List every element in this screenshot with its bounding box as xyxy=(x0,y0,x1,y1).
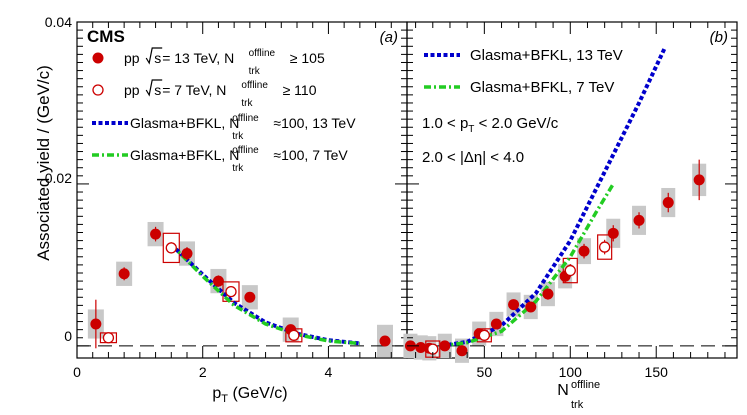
data-point-13tev xyxy=(415,341,427,353)
panel-b-annotation-deta: 2.0 < |Δη| < 4.0 xyxy=(422,149,524,166)
x-tick-label: 2 xyxy=(199,364,207,380)
panel-a-legend: pp s = 13 TeV, N offline trk ≥ 105 pp s = 7… xyxy=(92,47,356,174)
data-point-13tev xyxy=(578,245,590,257)
data-point-13tev xyxy=(456,345,468,357)
legend-sup: offline xyxy=(232,113,259,124)
data-point-13tev xyxy=(525,301,537,313)
syst-box-7tev xyxy=(562,257,578,284)
legend-sub: trk xyxy=(232,163,244,174)
y-ticks xyxy=(407,21,737,347)
legend-text: Glasma+BFKL, 13 TeV xyxy=(470,47,623,64)
glasma-bfkl-13tev-curve xyxy=(169,243,361,346)
legend-text: ≥ 105 xyxy=(290,50,325,66)
data-point-7tev xyxy=(599,241,611,253)
legend-text: Glasma+BFKL, 7 TeV xyxy=(470,79,614,96)
legend-text: s xyxy=(154,82,161,98)
panel-b-x-axis-title: N xyxy=(557,382,569,399)
legend-sup: offline xyxy=(249,48,276,59)
legend-text: s xyxy=(154,50,161,66)
y-tick-label-0.04: 0.04 xyxy=(45,14,72,30)
legend-text: pp xyxy=(124,82,140,98)
y-ticks xyxy=(77,21,407,347)
syst-box-7tev xyxy=(162,232,180,264)
legend-text: Glasma+BFKL, N xyxy=(130,115,239,131)
panel-b-label: (b) xyxy=(710,29,728,46)
legend-entry: pp s = 13 TeV, N offline trk ≥ 105 xyxy=(124,47,325,77)
data-point-13tev xyxy=(212,275,224,287)
data-point-13tev xyxy=(181,248,193,260)
panel-a-x-axis-title: pT (GeV/c) xyxy=(212,385,287,405)
glasma-bfkl-13tev-curve xyxy=(441,47,667,348)
legend-text: pp xyxy=(124,50,140,66)
data-point-13tev xyxy=(490,318,502,330)
x-tick-label: 150 xyxy=(645,364,669,380)
legend-text: ≈100, 13 TeV xyxy=(273,115,356,131)
legend-text: ≥ 110 xyxy=(283,82,317,98)
data-point-7tev xyxy=(102,332,115,344)
x-tick-label: 50 xyxy=(477,364,493,380)
data-point-7tev xyxy=(165,242,177,254)
data-point-13tev xyxy=(150,228,162,240)
panel-b-x-axis-title-sub: trk xyxy=(571,399,584,411)
data-point-7tev xyxy=(478,329,490,341)
legend-sup: offline xyxy=(232,145,259,156)
glasma-bfkl-7tev-curve xyxy=(170,243,361,346)
sqrt-symbol xyxy=(145,79,163,97)
panel-a: 0 2 4 CMS (a) pp s = 13 TeV, N offline trk ≥… xyxy=(73,21,408,405)
legend-sub: trk xyxy=(232,131,244,142)
x-tick-label: 100 xyxy=(559,364,583,380)
data-point-13tev xyxy=(662,197,674,209)
data-point-13tev xyxy=(439,340,451,352)
sqrt-symbol xyxy=(145,47,163,65)
panel-b-legend: Glasma+BFKL, 13 TeV Glasma+BFKL, 7 TeV xyxy=(424,47,623,96)
panel-a-label: (a) xyxy=(380,29,398,46)
legend-text: = 13 TeV, N xyxy=(162,50,234,66)
panel-b-annotation-pt: 1.0 < pT < 2.0 GeV/c xyxy=(422,115,559,135)
legend-sub: trk xyxy=(249,66,261,77)
panel-b-x-axis-title-sup: offline xyxy=(571,379,600,391)
glasma-bfkl-7tev-curve xyxy=(441,182,615,348)
y-axis-title: Associated yield / (GeV/c) xyxy=(34,65,53,261)
data-point-13tev xyxy=(90,318,102,330)
panel-a-plot-area: 0 2 4 xyxy=(73,21,408,380)
legend-text: Glasma+BFKL, N xyxy=(130,147,239,163)
legend-text: = 7 TeV, N xyxy=(162,82,226,98)
data-point-13tev xyxy=(244,291,256,303)
data-point-7tev xyxy=(288,329,300,341)
data-point-13tev xyxy=(508,299,520,311)
syst-box-7tev xyxy=(222,281,240,302)
x-tick-label: 4 xyxy=(325,364,333,380)
data-point-13tev xyxy=(379,335,391,347)
y-tick-label-0.02: 0.02 xyxy=(45,170,72,186)
legend-marker-filled xyxy=(92,52,104,64)
cms-label: CMS xyxy=(87,27,125,46)
panel-b: 50 100 150 (b) Glasma+BFKL, 13 TeVGlasma+B… xyxy=(403,21,738,411)
legend-sub: trk xyxy=(241,98,253,109)
syst-box-7tev xyxy=(597,234,613,260)
legend-sup: offline xyxy=(241,80,268,91)
y-tick-label-0: 0 xyxy=(64,328,72,344)
x-ticks: 50 100 150 xyxy=(415,22,726,380)
data-point-13tev xyxy=(693,174,705,186)
data-point-13tev xyxy=(118,268,130,280)
legend-entry: pp s = 7 TeV, N offline trk ≥ 110 xyxy=(124,79,317,109)
x-tick-label: 0 xyxy=(73,364,81,380)
data-point-7tev xyxy=(225,285,237,298)
panel-b-frame xyxy=(406,21,738,359)
x-ticks: 0 2 4 xyxy=(73,22,408,380)
data-point-7tev xyxy=(564,264,576,277)
legend-text: ≈100, 7 TeV xyxy=(273,147,348,163)
data-point-13tev xyxy=(542,288,554,300)
data-point-13tev xyxy=(633,214,645,226)
data-point-13tev xyxy=(607,227,619,239)
legend-marker-open xyxy=(92,84,104,96)
panel-b-plot-area: 50 100 150 xyxy=(403,21,737,380)
